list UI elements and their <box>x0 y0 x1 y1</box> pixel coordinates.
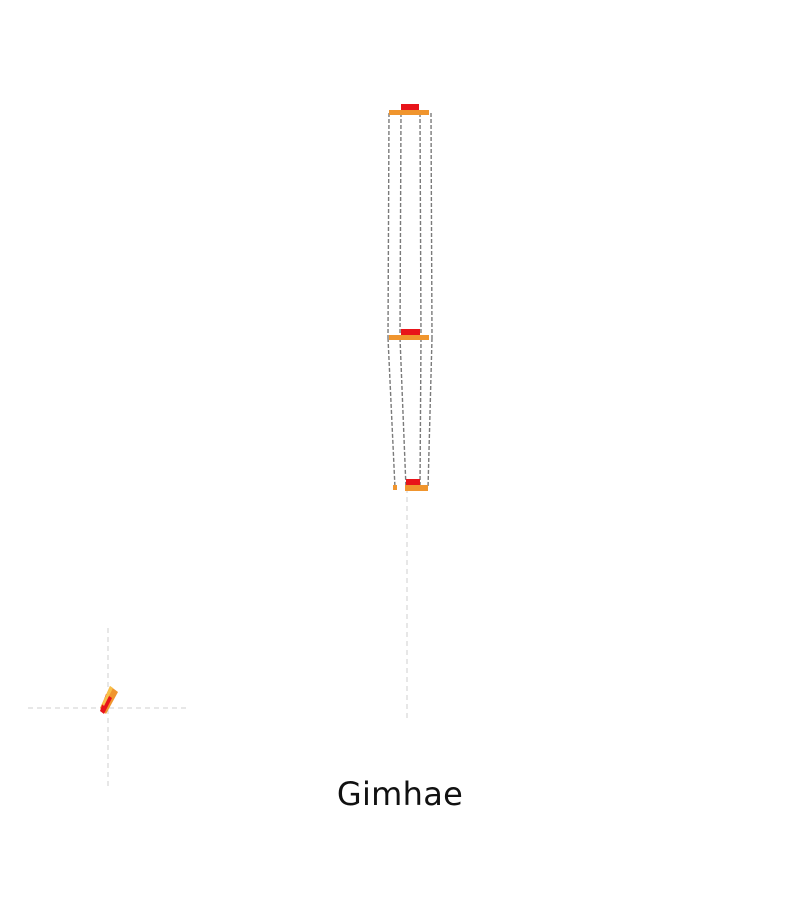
diagram-caption: Gimhae <box>336 775 464 813</box>
middle-layer-marker <box>389 329 429 340</box>
location-marker-icon <box>100 686 118 714</box>
lower-segment-outline <box>387 337 433 489</box>
upper-segment-outline <box>387 112 433 339</box>
bottom-layer-marker <box>393 479 428 491</box>
top-layer-marker <box>389 104 429 115</box>
